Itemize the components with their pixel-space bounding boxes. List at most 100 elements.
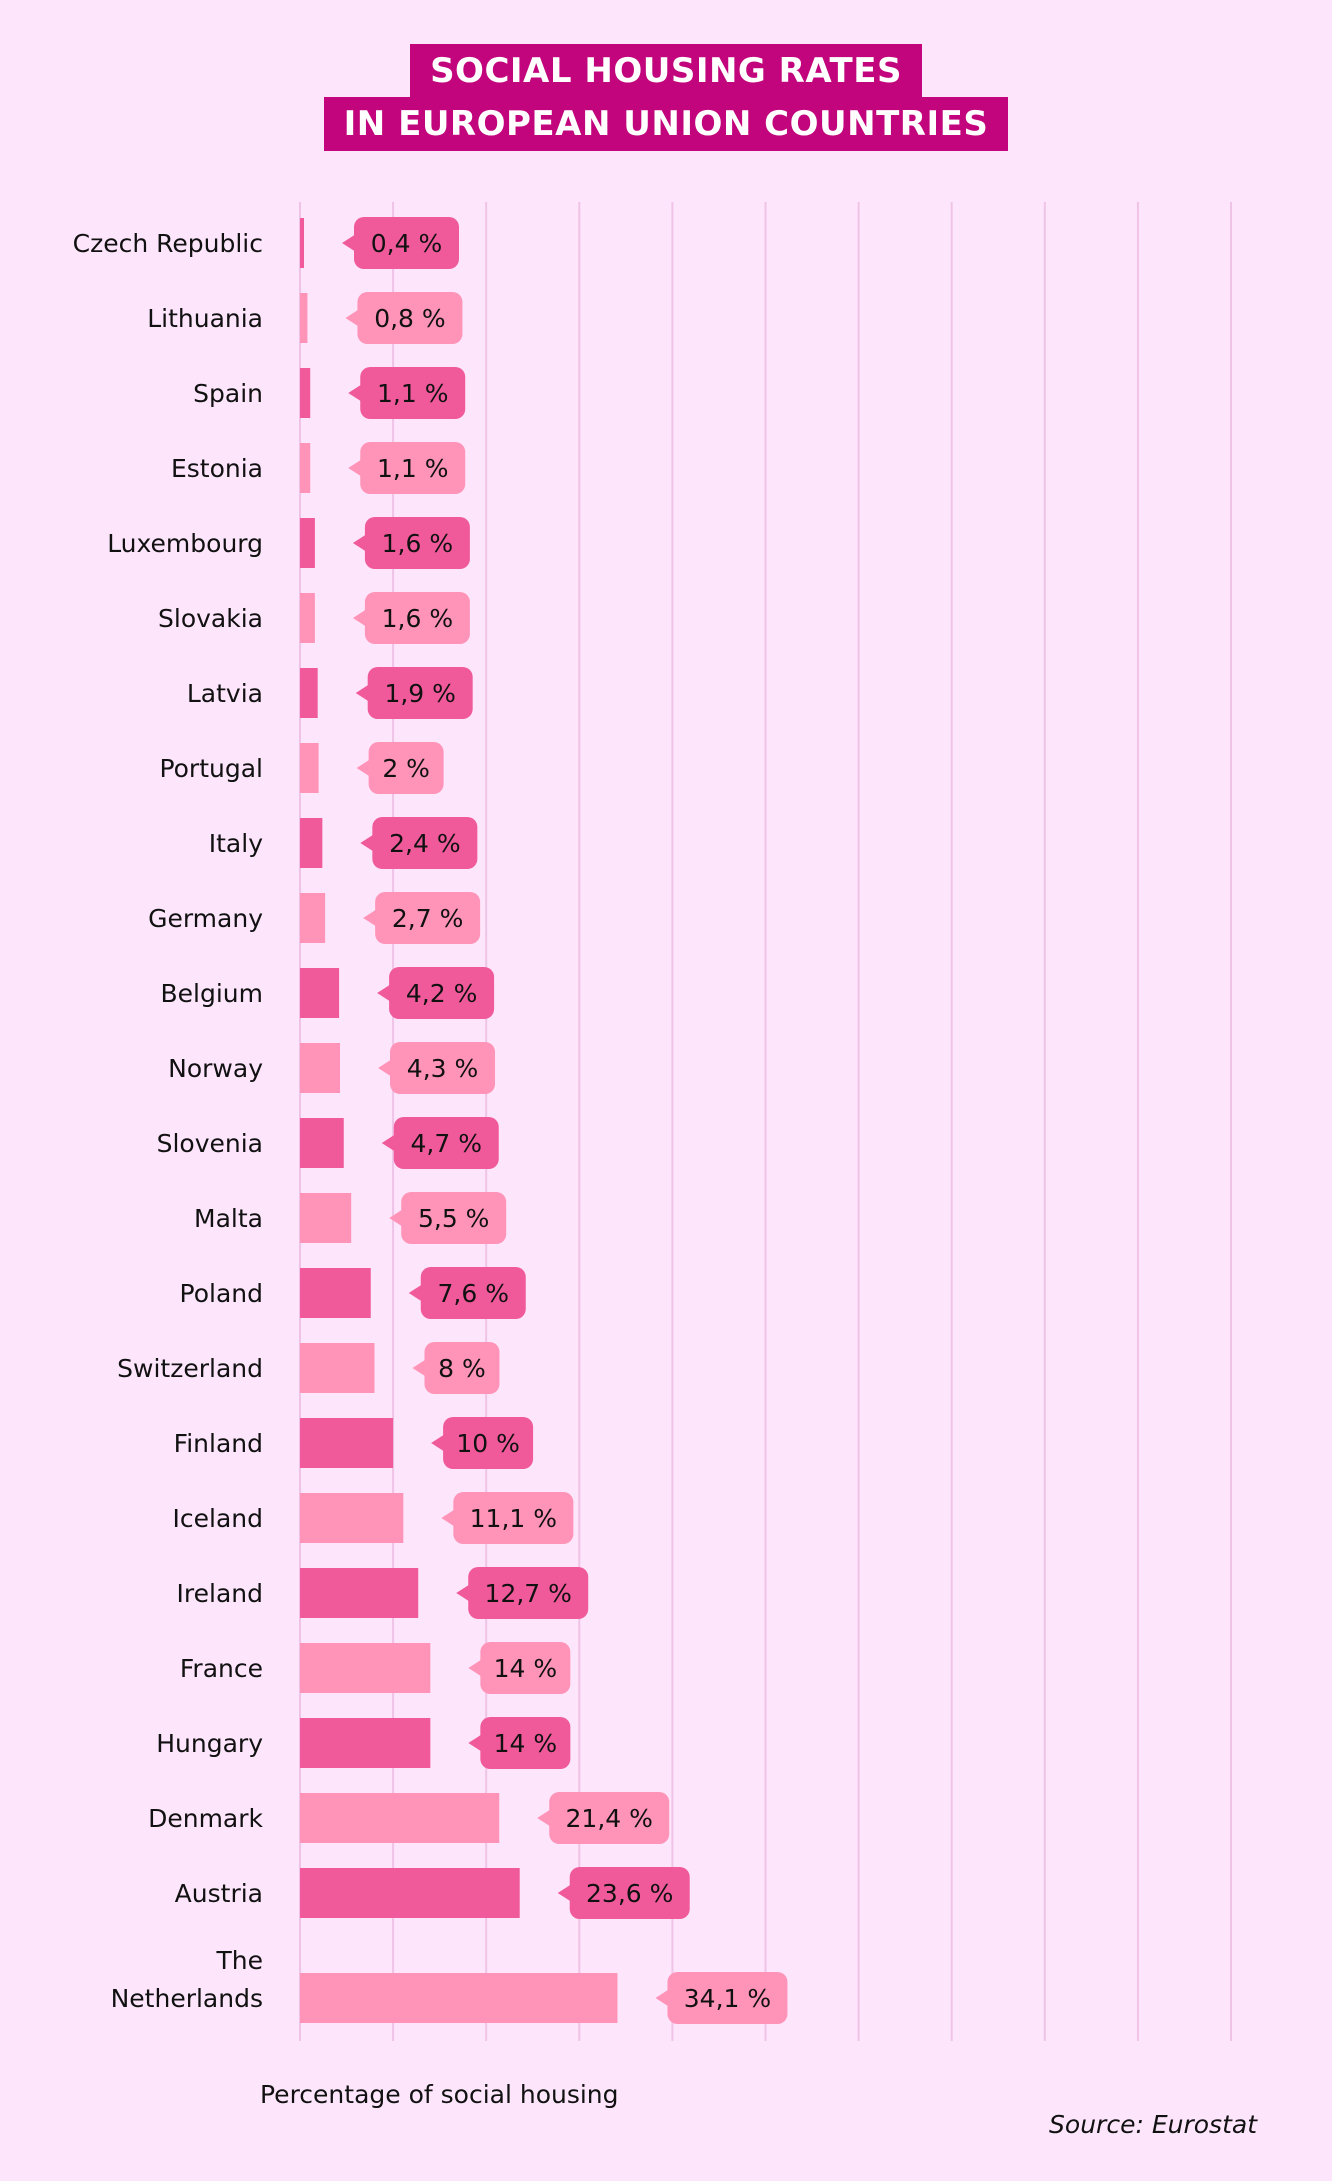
label-pointer [456,1584,471,1602]
data-label: 1,1 % [377,454,448,483]
data-label: 8 % [438,1354,486,1383]
data-label-bubble [468,1567,589,1619]
bar-group: Lithuania 0,8 % [147,292,463,344]
category-label: Portugal [159,754,263,783]
label-pointer [348,459,363,477]
data-label: 0,4 % [371,229,442,258]
bar-group: Finland 10 % [174,1417,534,1469]
data-label: 23,6 % [586,1879,673,1908]
data-label-bubble [375,892,481,944]
data-label: 2,4 % [389,829,460,858]
bar-group: Hungary 14 % [156,1717,571,1769]
data-label-bubble [357,292,463,344]
bar-group: Slovakia 1,6 % [158,592,470,644]
bar-group: Latvia 1,9 % [187,667,473,719]
category-label: Belgium [161,979,264,1008]
label-pointer [655,1989,670,2007]
data-label-bubble [549,1792,670,1844]
label-pointer [363,909,378,927]
category-label: Slovakia [158,604,263,633]
source-note: Source: Eurostat [1049,2110,1257,2139]
data-label-bubble [364,592,470,644]
label-pointer [557,1884,572,1902]
bar [300,668,318,718]
data-label-bubble [372,817,478,869]
label-pointer [342,234,356,252]
category-label: Germany [148,904,263,933]
label-pointer [360,834,375,852]
bar [300,368,311,418]
data-label: 1,6 % [382,604,453,633]
category-label: Netherlands [111,1984,263,2013]
bar [300,1568,419,1618]
data-label: 2,7 % [392,904,463,933]
bar [300,293,308,343]
label-pointer [537,1809,552,1827]
bar-group: Czech Republic 0,4 % [73,217,459,269]
bar-group: Portugal 2 % [159,742,444,794]
label-pointer [468,1734,483,1752]
category-label: Lithuania [147,304,263,333]
data-label: 7,6 % [438,1279,509,1308]
data-label-bubble [360,367,466,419]
category-label: The [216,1946,264,1975]
bar [300,1493,404,1543]
bar-group: Poland 7,6 % [180,1267,526,1319]
data-label-bubble [667,1972,788,2024]
data-label: 4,7 % [411,1129,482,1158]
data-label: 11,1 % [470,1504,557,1533]
bar [300,1043,341,1093]
data-label: 4,2 % [406,979,477,1008]
label-pointer [355,684,370,702]
bar [300,968,340,1018]
category-label: Finland [174,1429,263,1458]
bar [300,1418,394,1468]
bar [300,1343,375,1393]
bar-group: Denmark 21,4 % [148,1792,670,1844]
data-label: 1,1 % [377,379,448,408]
data-label-bubble [569,1867,690,1919]
data-label: 4,3 % [407,1054,478,1083]
category-label: Austria [175,1879,263,1908]
category-label: Estonia [171,454,263,483]
label-pointer [378,1059,393,1077]
label-pointer [441,1509,456,1527]
category-label: Spain [193,379,263,408]
bar-group: Belgium 4,2 % [161,967,495,1019]
bar [300,818,323,868]
label-pointer [408,1284,423,1302]
label-pointer [356,759,371,777]
data-label: 1,6 % [382,529,453,558]
category-label: Latvia [187,679,263,708]
data-label-bubble [354,217,459,269]
category-label: Slovenia [157,1129,263,1158]
bar-group: Spain 1,1 % [193,367,466,419]
category-label: Czech Republic [73,229,263,258]
data-label-bubble [390,1042,496,1094]
bar [300,1793,500,1843]
data-label-bubble [389,967,495,1019]
label-pointer [348,384,363,402]
bar [300,1868,520,1918]
label-pointer [431,1434,446,1452]
data-label: 14 % [494,1654,558,1683]
data-label: 34,1 % [684,1984,771,2013]
bar [300,1973,618,2023]
data-label-bubble [424,1342,500,1394]
data-label-bubble [443,1417,534,1469]
data-label-bubble [420,1267,526,1319]
data-label-bubble [367,667,473,719]
bar [300,1718,431,1768]
label-pointer [345,309,360,327]
category-label: France [180,1654,263,1683]
data-label-bubble [453,1492,574,1544]
bar [300,893,326,943]
bar-group: Slovenia 4,7 % [157,1117,499,1169]
bar-group: Iceland 11,1 % [173,1492,574,1544]
label-pointer [389,1209,404,1227]
bar [300,1193,352,1243]
bar [300,1643,431,1693]
bar-group: Malta 5,5 % [194,1192,507,1244]
data-label: 2 % [382,754,430,783]
